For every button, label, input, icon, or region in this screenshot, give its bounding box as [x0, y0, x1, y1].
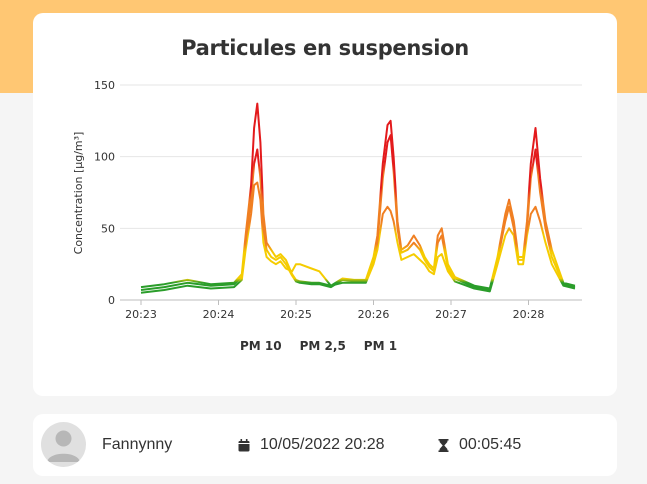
- session-footer: [33, 414, 617, 476]
- grid: [120, 84, 582, 301]
- y-axis: 0 50 100 150: [94, 79, 115, 307]
- legend-item-pm10[interactable]: PM 10: [240, 339, 282, 353]
- session-date: 10/05/2022 20:28: [238, 436, 385, 454]
- series-lines: [140, 102, 576, 294]
- x-tick-label: 20:24: [203, 308, 235, 321]
- series-line-pm10: [140, 102, 576, 290]
- x-tick-label: 20:25: [280, 308, 312, 321]
- legend-item-pm25[interactable]: PM 2,5: [299, 339, 346, 353]
- chart-title: Particules en suspension: [181, 36, 469, 60]
- chart-legend: PM 10 PM 2,5 PM 1: [240, 339, 397, 353]
- session-duration: 00:05:45: [438, 436, 521, 454]
- hourglass-icon: [438, 438, 449, 452]
- x-tick-label: 20:23: [125, 308, 157, 321]
- series-line-pm1: [140, 181, 576, 294]
- y-tick-label: 100: [94, 151, 115, 164]
- user-avatar-icon: [41, 422, 86, 467]
- x-tick-label: 20:26: [358, 308, 390, 321]
- session-duration-value: 00:05:45: [459, 436, 522, 453]
- y-tick-label: 50: [101, 222, 115, 235]
- session-date-value: 10/05/2022 20:28: [260, 436, 385, 453]
- chart-card: [33, 13, 617, 396]
- y-tick-label: 0: [108, 294, 115, 307]
- calendar-icon: [238, 438, 250, 451]
- user-name: Fannynny: [102, 436, 173, 453]
- x-axis: 20:23 20:24 20:25 20:26 20:27 20:28: [125, 300, 544, 321]
- y-tick-label: 150: [94, 79, 115, 92]
- y-axis-label: Concentration [µg/m³]: [72, 132, 85, 255]
- x-tick-label: 20:27: [435, 308, 467, 321]
- x-tick-label: 20:28: [513, 308, 545, 321]
- legend-item-pm1[interactable]: PM 1: [363, 339, 398, 353]
- series-line-pm25: [140, 134, 576, 291]
